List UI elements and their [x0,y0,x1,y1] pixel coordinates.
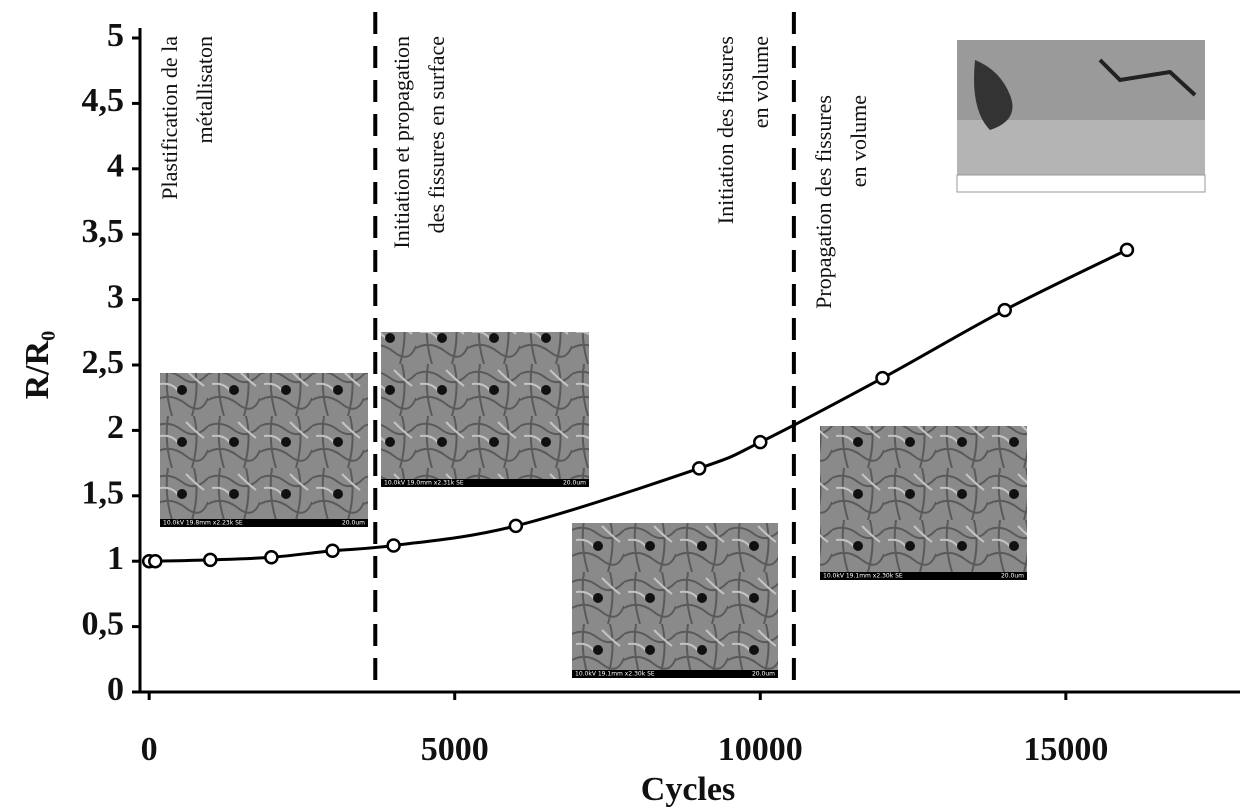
y-tick-label: 3 [107,278,124,315]
image-scale: 20.0um [342,520,365,527]
y-tick-label: 1 [107,540,124,577]
data-point [386,538,401,553]
y-tick-label: 2 [107,409,124,446]
y-tick-label: 4 [107,148,124,185]
series-line [147,248,1128,563]
data-point [875,370,890,386]
y-tick-label: 5 [107,17,124,54]
image-scale: 20.0um [563,480,586,487]
phase-annotation: Plastification de la [157,36,182,200]
x-tick-label: 10000 [718,731,803,768]
y-axis-label: R/R₀ [19,331,56,400]
sem-image: 10.0kV 19.8mm x2.23k SE 20.0um [160,373,368,527]
image-scale: 20.0um [1001,573,1024,580]
phase-annotation: des fissures en surface [424,36,449,233]
data-point [997,302,1012,318]
image-caption: 10.0kV 19.1mm x2.30k SE [575,671,655,678]
y-tick-label: 4,5 [82,82,125,119]
y-tick-label: 0,5 [82,605,125,642]
sem-image: 10.0kV 19.1mm x2.30k SE 20.0um [572,523,778,678]
y-tick-label: 2,5 [82,344,125,381]
x-axis-label: Cycles [641,771,735,808]
y-tick-label: 0 [107,671,124,708]
x-tick-label: 15000 [1023,731,1108,768]
data-point [508,518,524,534]
x-tick-label: 5000 [421,731,489,768]
phase-annotation: métallisaton [192,36,217,144]
data-point [691,461,707,476]
image-caption: 10.0kV 19.1mm x2.30k SE [823,573,903,580]
data-point [203,552,218,568]
data-point [264,550,279,565]
phase-annotation: en volume [846,95,871,187]
data-point [753,434,768,450]
x-tick-label: 0 [141,731,158,768]
sem-image: 10.0kV 19.0mm x2.31k SE 20.0um [381,332,589,487]
image-caption: 10.0kV 19.0mm x2.31k SE [384,480,464,487]
phase-annotation: Initiation des fissures [713,36,738,224]
y-tick-label: 3,5 [82,213,125,250]
data-point [325,543,340,558]
y-tick-label: 1,5 [82,475,125,512]
data-point [1119,242,1135,258]
phase-annotation: Initiation et propagation [389,36,414,249]
data-point [148,553,163,569]
phase-annotation: en volume [748,36,773,128]
image-scale: 20.0um [752,671,775,678]
sem-cross-section [956,40,1206,193]
phase-annotation: Propagation des fissures [811,95,836,309]
image-caption: 10.0kV 19.8mm x2.23k SE [163,520,243,527]
sem-image: 10.0kV 19.1mm x2.30k SE 20.0um [820,426,1027,580]
